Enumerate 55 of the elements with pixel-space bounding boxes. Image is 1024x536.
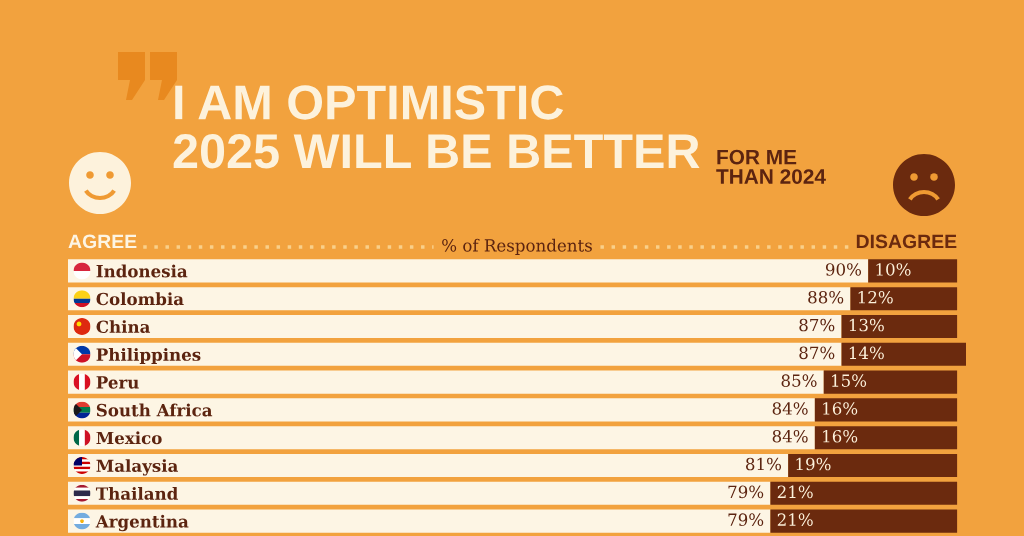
data-label: 84% xyxy=(772,429,808,443)
data-label: 84% xyxy=(772,402,808,415)
bar xyxy=(868,259,958,283)
data-label: 21% xyxy=(777,485,813,499)
data-label: 13% xyxy=(849,318,884,332)
bar xyxy=(68,259,869,283)
data-label: 87% xyxy=(799,318,835,332)
data-label: 88% xyxy=(808,290,844,304)
data-label: 16% xyxy=(823,402,858,415)
bar xyxy=(68,509,771,533)
data-label: 79% xyxy=(728,513,764,526)
y-tick-label: Mexico xyxy=(96,431,162,445)
bar xyxy=(850,287,958,311)
bar xyxy=(823,370,958,394)
chart-subtitle: FOR ME THAN 2024 xyxy=(716,149,826,184)
bar xyxy=(68,342,842,366)
bar xyxy=(68,370,824,394)
data-label: 81% xyxy=(746,457,782,471)
x-axis-title: % of Respondents xyxy=(442,238,592,255)
data-label: 14% xyxy=(849,346,884,360)
y-tick-label: Argentina xyxy=(95,514,189,532)
y-tick-label: South Africa xyxy=(96,403,213,417)
bar xyxy=(68,453,789,478)
bar xyxy=(770,509,958,533)
y-tick-label: Thailand xyxy=(95,486,178,500)
data-label: 90% xyxy=(825,263,862,276)
bar xyxy=(68,287,851,311)
y-tick-label: Philippines xyxy=(96,347,201,365)
bar xyxy=(814,426,958,450)
y-tick-label: China xyxy=(96,320,151,334)
data-label: 85% xyxy=(781,374,817,387)
series-label: AGREE xyxy=(68,234,137,249)
data-label: 15% xyxy=(832,374,867,387)
bar xyxy=(68,398,815,422)
data-label: 10% xyxy=(876,263,911,276)
bar xyxy=(770,481,958,505)
data-label: 12% xyxy=(858,290,893,304)
series-label: DISAGREE xyxy=(856,234,957,249)
data-label: 79% xyxy=(728,485,764,499)
y-tick-label: Peru xyxy=(96,376,139,389)
bar xyxy=(68,481,771,505)
bar xyxy=(68,426,815,450)
bar xyxy=(788,453,958,478)
chart-title: I AM OPTIMISTIC 2025 WILL BE BETTER xyxy=(173,85,700,169)
data-label: 21% xyxy=(777,513,813,526)
bar xyxy=(68,314,842,339)
y-tick-label: Malaysia xyxy=(96,459,178,476)
y-tick-label: Colombia xyxy=(96,292,184,306)
bar xyxy=(814,398,958,422)
data-label: 16% xyxy=(823,429,858,443)
bar xyxy=(841,314,958,339)
data-label: 87% xyxy=(799,346,835,360)
data-label: 19% xyxy=(796,457,831,471)
bar xyxy=(841,342,966,366)
y-tick-label: Indonesia xyxy=(96,264,188,278)
